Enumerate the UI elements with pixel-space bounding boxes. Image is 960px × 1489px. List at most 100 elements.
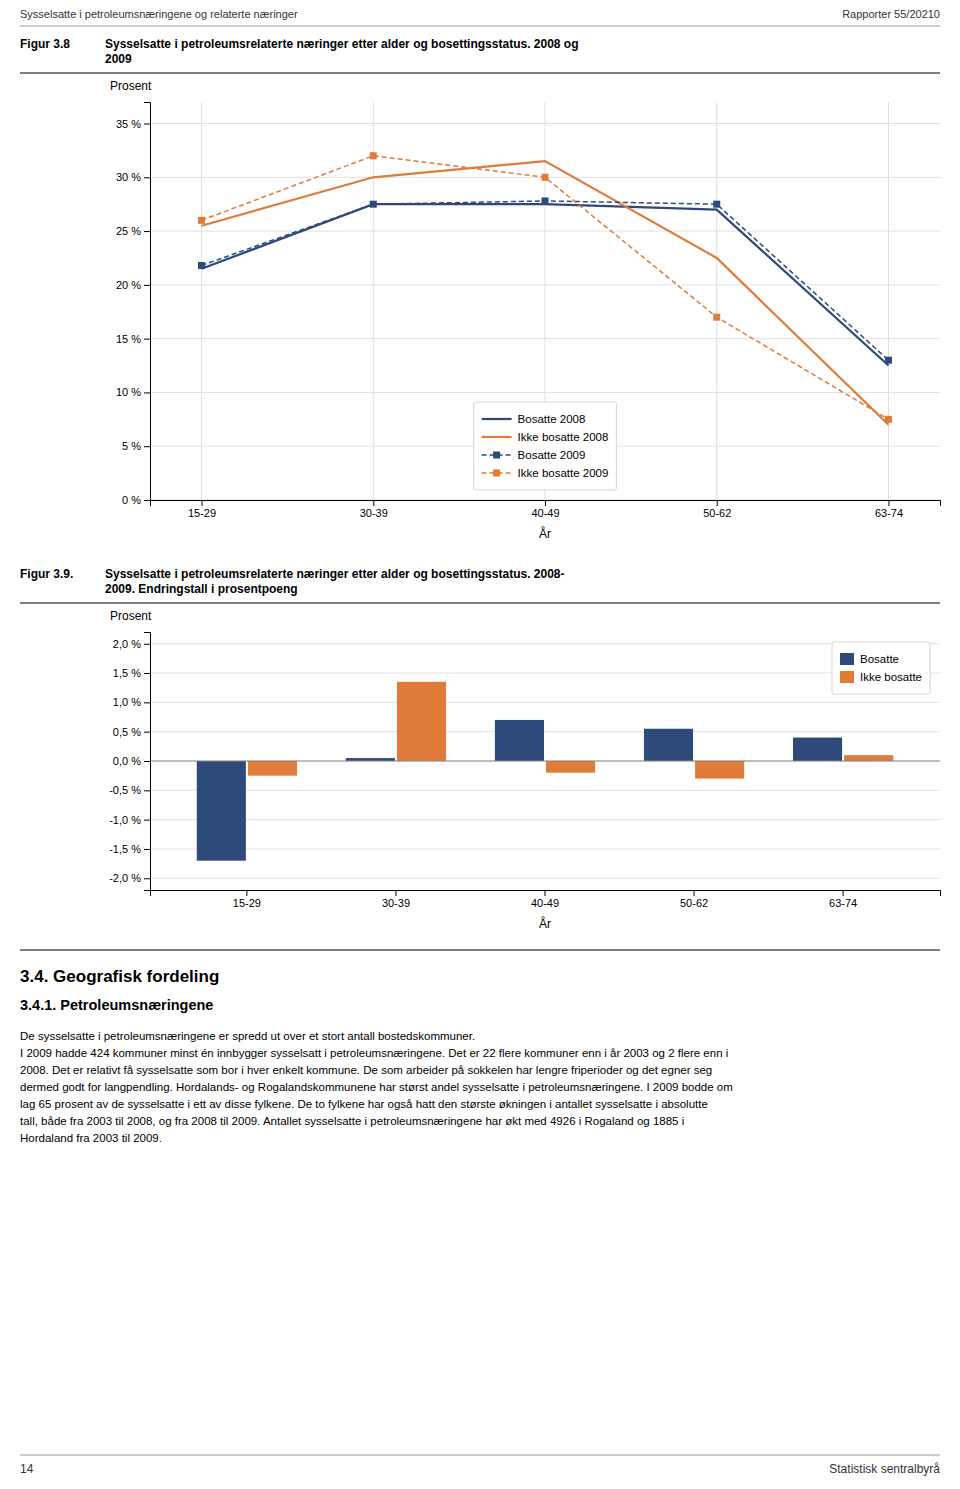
marker [885,357,892,364]
grid-line [150,643,940,644]
grid-line [373,102,374,500]
tick-mark [545,890,546,896]
y-axis: 0 %5 %10 %15 %20 %25 %30 %35 % [116,103,151,507]
marker [370,201,377,208]
tick-mark [144,285,150,286]
tick-label: -0,5 % [109,784,141,796]
zero-line [150,761,940,762]
tick-label: 63-74 [829,897,857,909]
grid-line [150,761,940,762]
legend-marker [493,470,500,477]
tick-mark [202,500,203,506]
x-axis-title: År [539,916,551,931]
x-axis: 15-29 30-39 40-49 50-62 63-74 [151,890,941,909]
tick-label: 15 % [116,333,141,345]
legend-label: Ikke bosatte 2008 [518,431,609,443]
tick: -0,5 % [109,784,150,796]
tick-label: -1,5 % [109,843,141,855]
tick-label: 2,0 % [113,638,141,650]
grid-line [201,102,202,500]
tick: 0,0 % [113,755,150,767]
tick-mark [144,392,150,393]
marker [542,174,549,181]
bar [644,729,693,761]
tick-mark [144,124,150,125]
tick: 30-39 [360,500,388,519]
legend-label: Bosatte [860,653,899,665]
bar [248,761,297,776]
body-text: 2008. Det er relativt få sysselsatte som… [20,1064,712,1076]
separator [20,1455,940,1456]
tick: 35 % [116,118,150,130]
tick: 50-62 [703,500,731,519]
tick-label: 40-49 [531,507,559,519]
tick: 25 % [116,225,150,237]
figure-title: 2009 [105,52,132,66]
body-text: dermed godt for langpendling. Hordalands… [20,1081,733,1093]
figure-title: 2009. Endringstall i prosentpoeng [105,582,298,596]
tick: 2,0 % [113,638,150,650]
tick: 15-29 [188,500,216,519]
tick: 40-49 [531,500,559,519]
separator [20,26,940,27]
tick-mark [144,761,150,762]
bar [197,761,246,861]
bar [397,682,446,761]
page: Sysselsatte i petroleumsnæringene og rel… [0,0,960,1489]
tick: 5 % [122,440,150,452]
marker [198,262,205,269]
tick-label: -2,0 % [109,872,141,884]
tick-label: 1,5 % [113,667,141,679]
tick-mark [144,878,150,879]
separator [20,602,940,604]
tick: 10 % [116,386,150,398]
grid-line [888,102,889,500]
tick: -1,0 % [109,814,150,826]
legend-box [474,402,617,490]
legend: Bosatte 2008 Ikke bosatte 2008 Bosatte 200… [474,402,617,490]
marker [713,314,720,321]
legend-label: Ikke bosatte [860,671,922,683]
legend-label: Ikke bosatte 2009 [518,467,609,479]
legend-label: Bosatte 2008 [518,413,586,425]
tick-label: 50-62 [680,897,708,909]
tick: 63-74 [875,500,903,519]
figure-label: Figur 3.8 [20,37,70,51]
tick-label: 1,0 % [113,696,141,708]
tick-label: 15-29 [233,897,261,909]
tick: 15 % [116,333,150,345]
tick: 30-39 [382,890,410,909]
tick-mark [717,500,718,506]
tick-mark [888,500,889,506]
tick-mark [144,702,150,703]
tick-mark [144,673,150,674]
tick-label: 50-62 [703,507,731,519]
plot: 0 %5 %10 %15 %20 %25 %30 %35 %15-2930-39… [116,102,941,519]
tick-label: 30 % [116,171,141,183]
grid-line [150,731,940,732]
marker [370,152,377,159]
tick: 50-62 [680,890,708,909]
bar [695,761,744,779]
legend-label: Bosatte 2009 [518,449,586,461]
legend: Bosatte Ikke bosatte [832,642,930,694]
body-text: De sysselsatte i petroleumsnæringene er … [20,1030,475,1042]
tick-label: 15-29 [188,507,216,519]
legend-box [832,642,930,694]
tick-label: 0 % [122,494,141,506]
separator [20,949,940,951]
tick-label: 25 % [116,225,141,237]
tick-mark [144,500,150,501]
tick: 40-49 [531,890,559,909]
tick-label: 40-49 [531,897,559,909]
tick-mark [373,500,374,506]
series-line [202,204,889,365]
tick: 30 % [116,171,150,183]
tick-label: 5 % [122,440,141,452]
legend-swatch [482,436,512,438]
plot: -2,0 %-1,5 %-1,0 %-0,5 %0,0 %0,5 %1,0 %1… [109,633,940,909]
y-axis-title: Prosent [110,609,152,623]
page-header: Sysselsatte i petroleumsnæringene og rel… [20,8,298,20]
page-header: Rapporter 55/20210 [842,8,940,20]
tick-mark [144,820,150,821]
